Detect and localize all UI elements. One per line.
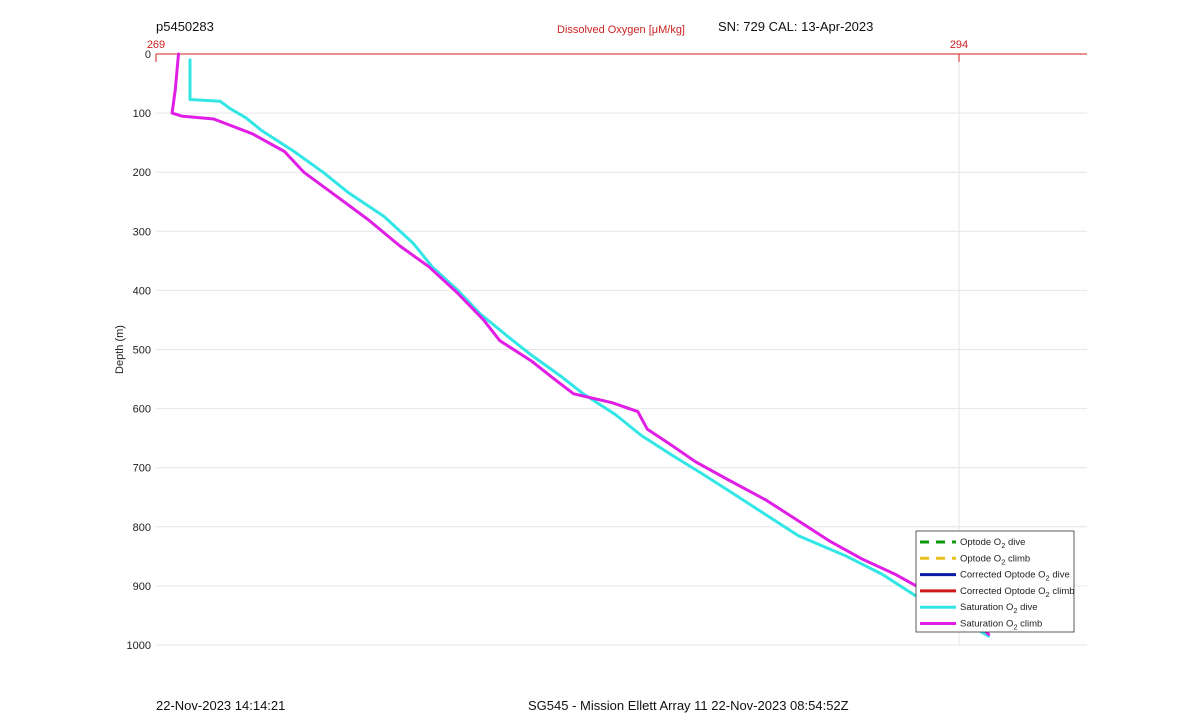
profile-id: p5450283	[156, 19, 214, 34]
series-group	[170, 52, 991, 638]
legend-box	[915, 530, 1075, 633]
axes: 0 100 200 300 400 500 600 700 800 900 1000 269 294	[127, 39, 1087, 652]
y-tick-label-500: 500	[133, 345, 151, 357]
serial-calibration: SN: 729 CAL: 13-Apr-2023	[718, 19, 874, 34]
footer-mission: SG545 - Mission Ellett Array 11 22-Nov-2…	[528, 698, 849, 713]
y-tick-label-200: 200	[133, 167, 151, 179]
legend-label-corrected-climb: Corrected Optode O2 climb	[960, 586, 1075, 599]
y-tick-label-100: 100	[133, 108, 151, 120]
legend-label-saturation-dive: Saturation O2 dive	[960, 602, 1038, 615]
y-tick-label-300: 300	[133, 226, 151, 238]
y-tick-label-1000: 1000	[127, 640, 151, 652]
y-tick-label-700: 700	[133, 463, 151, 475]
series-line-saturation-climb	[170, 52, 991, 636]
x-tick-label-269: 269	[147, 39, 165, 51]
series-line-saturation-dive	[188, 58, 991, 638]
y-axis-label: Depth (m)	[114, 325, 126, 374]
legend: Optode O2 dive Optode O2 climb Corrected O…	[915, 530, 1075, 633]
y-tick-label-400: 400	[133, 285, 151, 297]
x-tick-label-294: 294	[950, 39, 968, 51]
y-tick-label-0: 0	[145, 49, 151, 61]
y-tick-label-600: 600	[133, 404, 151, 416]
legend-label-optode-climb: Optode O2 climb	[960, 553, 1030, 566]
legend-label-saturation-climb: Saturation O2 climb	[960, 619, 1042, 632]
y-tick-label-900: 900	[133, 581, 151, 593]
legend-label-optode-dive: Optode O2 dive	[960, 537, 1025, 550]
footer-timestamp: 22-Nov-2023 14:14:21	[156, 698, 286, 713]
y-tick-label-800: 800	[133, 522, 151, 534]
chart-title: Dissolved Oxygen [μM/kg]	[557, 24, 685, 36]
legend-label-corrected-dive: Corrected Optode O2 dive	[960, 570, 1070, 583]
